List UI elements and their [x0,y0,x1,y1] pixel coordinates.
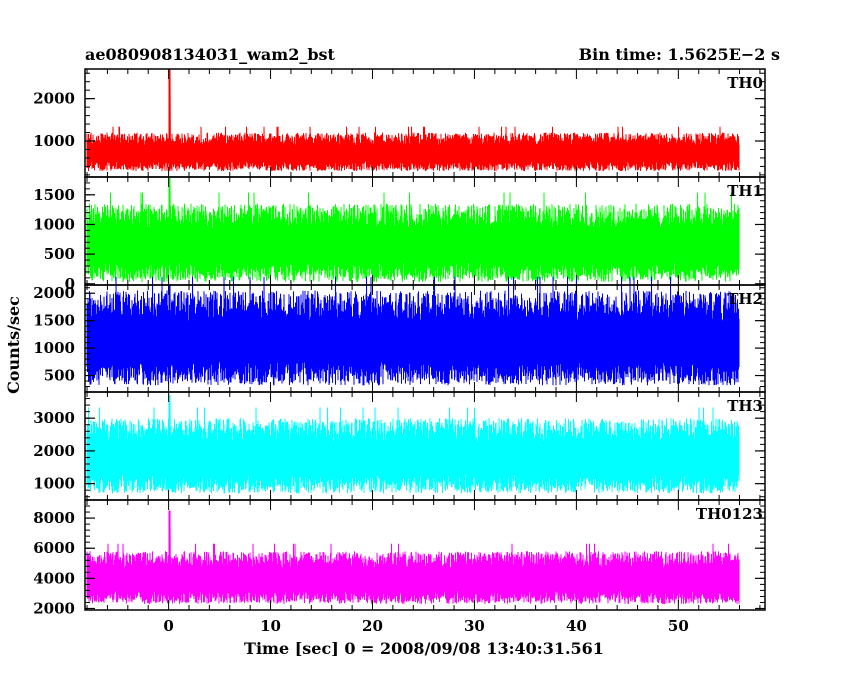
y-tick-label: 6000 [33,539,75,557]
x-tick-label: 10 [260,617,281,635]
panel-th1: 0 500 1000 1500 TH1 [33,176,766,293]
y-tick-label: 1000 [33,475,75,493]
panel-label-th0: TH0 [727,74,763,92]
y-tick-label: 1500 [33,312,75,330]
y-tick-label: 1000 [33,339,75,357]
y-tick-label: 1000 [33,132,75,150]
series-line-th0 [86,68,740,172]
series-line-th0123 [86,510,740,605]
y-tick-label: 4000 [33,569,75,587]
panel-th3: 1000 2000 3000 TH3 [33,391,766,501]
panel-th2: 500 1000 1500 2000 TH2 [33,276,766,393]
y-axis-label: Counts/sec [4,296,23,394]
x-tick-label: 40 [566,617,587,635]
y-tick-label: 3000 [33,409,75,427]
x-axis-label: Time [sec] 0 = 2008/09/08 13:40:31.561 [244,639,604,658]
panel-label-th3: TH3 [727,397,763,415]
x-tick-label: 20 [362,617,383,635]
panel-frame [84,499,766,611]
y-tick-label: 2000 [33,284,75,302]
series-line-th1 [86,176,740,283]
series-line-th2 [86,276,740,386]
panel-label-th0123: TH0123 [696,505,763,523]
y-tick-label: 1000 [33,215,75,233]
y-tick-label: 500 [44,245,75,263]
x-tick-label: 50 [668,617,689,635]
y-tick-label: 2000 [33,442,75,460]
panels-layer: 1000 2000 TH0 0 500 1000 1500 TH1 500 1000 1500 200… [33,68,766,617]
x-tick-label: 0 [163,617,173,635]
bin-time-label: Bin time: 1.5625E−2 s [579,45,780,64]
figure-title: ae080908134031_wam2_bst [85,45,336,64]
panel-label-th2: TH2 [727,290,763,308]
x-axis: 0 10 20 30 40 50 [163,617,688,635]
series-line-th3 [86,395,740,494]
y-tick-label: 2000 [33,599,75,617]
y-tick-label: 0 [65,275,75,293]
y-tick-label: 8000 [33,509,75,527]
panel-th0123: 2000 4000 6000 8000 TH0123 [33,499,766,617]
y-tick-label: 1500 [33,186,75,204]
x-tick-label: 30 [464,617,485,635]
panel-label-th1: TH1 [727,182,763,200]
panel-th0: 1000 2000 TH0 [33,68,766,178]
y-tick-label: 2000 [33,90,75,108]
y-tick-label: 500 [44,367,75,385]
